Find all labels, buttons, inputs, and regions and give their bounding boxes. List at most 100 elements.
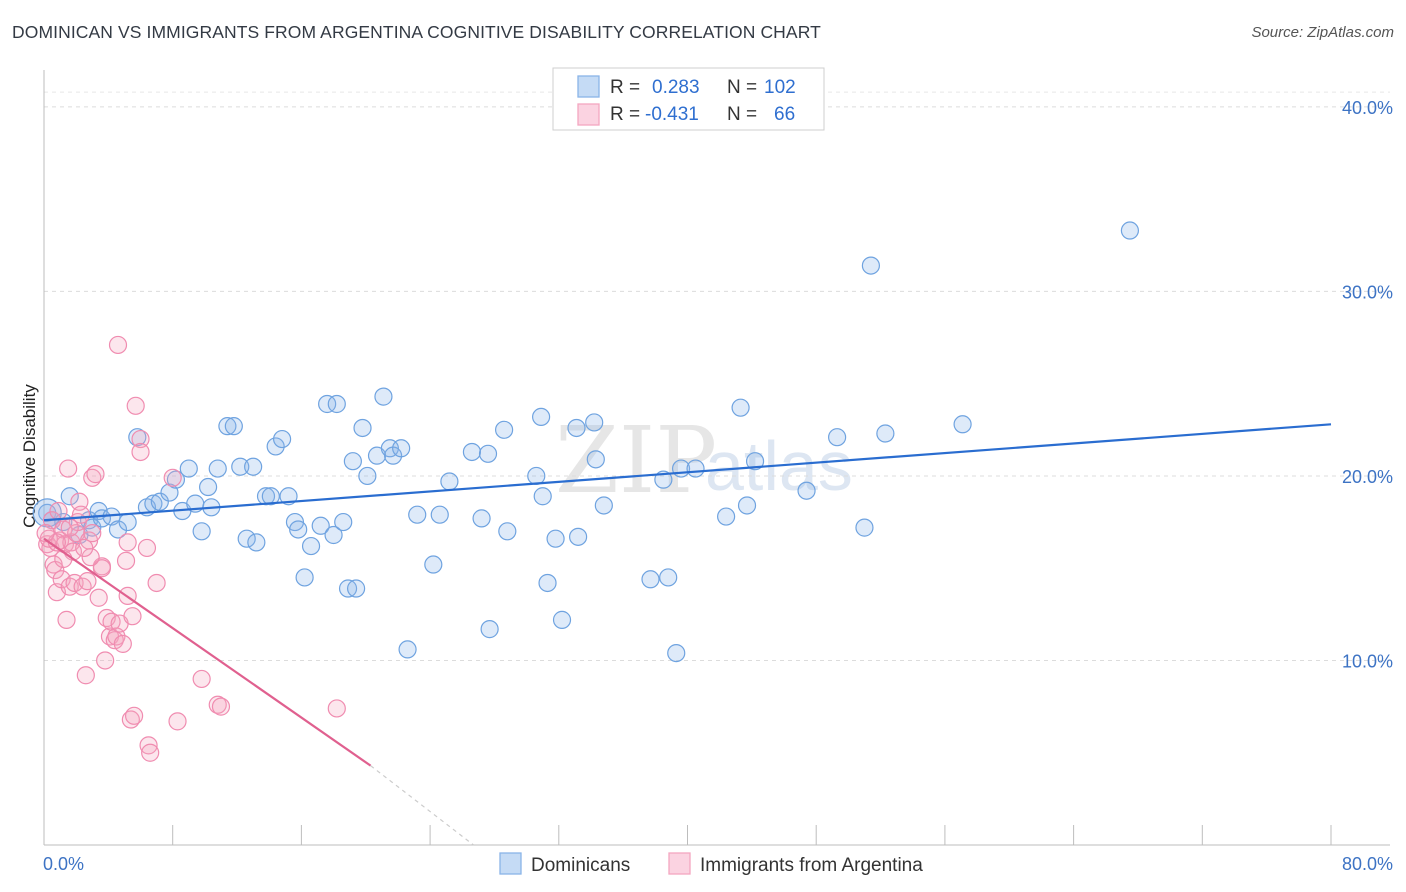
- dominicans-point-75: [586, 450, 605, 469]
- dominicans-point-28: [237, 529, 256, 548]
- argentina-point-37: [116, 551, 136, 570]
- dominicans-point-32: [261, 487, 280, 506]
- dominicans-point-57: [424, 555, 443, 574]
- argentina-point-62: [60, 518, 79, 537]
- dominicans-point-66: [527, 466, 546, 486]
- y-tick-label-0: 10.0%: [1342, 651, 1393, 671]
- trend-lines: [43, 423, 1332, 846]
- dominicans-point-48: [353, 418, 372, 438]
- source-credit: Source: ZipAtlas.com: [1251, 24, 1394, 41]
- dominicans-point-43: [327, 394, 346, 414]
- dominicans-point-72: [567, 418, 586, 438]
- x-tick-label-min: 0.0%: [43, 854, 84, 874]
- dominicans-point-19: [179, 459, 198, 478]
- argentina-point-52: [192, 669, 211, 689]
- dominicans-point-92: [953, 415, 972, 434]
- dominicans-point-85: [737, 496, 757, 515]
- argentina-point-53: [208, 695, 227, 714]
- argentina-point-61: [49, 501, 68, 521]
- legend-n-label-1: N =: [727, 77, 757, 98]
- dominicans-point-38: [295, 568, 314, 587]
- dominicans-point-63: [480, 620, 499, 639]
- dominicans-point-67: [532, 407, 551, 427]
- dominicans-point-60: [462, 442, 482, 462]
- dominicans-point-82: [686, 459, 705, 478]
- argentina-point-48: [141, 743, 160, 762]
- dominicans-point-44: [334, 512, 353, 532]
- dominicans-point-86: [745, 452, 765, 471]
- argentina-point-25: [89, 588, 108, 607]
- argentina-point-63: [75, 538, 94, 558]
- argentina-point-39: [118, 533, 137, 552]
- argentina-point-11: [59, 459, 78, 478]
- legend-n-value-2: 66: [774, 104, 795, 125]
- argentina-point-51: [163, 468, 182, 487]
- dominicans-point-89: [855, 518, 874, 537]
- dominicans-point-17: [166, 470, 186, 489]
- bottom-legend-swatch-argentina: [668, 852, 691, 875]
- argentina-point-46: [137, 538, 157, 558]
- argentina-point-47: [139, 736, 158, 755]
- dominicans-point-93: [1120, 221, 1140, 240]
- argentina-point-41: [123, 607, 142, 626]
- dominicans-point-90: [861, 256, 880, 275]
- argentina-point-59: [71, 505, 91, 524]
- dominicans-point-51: [374, 387, 393, 406]
- dominicans-point-33: [266, 437, 285, 456]
- argentina-point-24: [86, 465, 105, 484]
- dominicans-point-56: [408, 505, 427, 524]
- argentina-point-10: [57, 610, 76, 629]
- tick-labels: 10.0% 20.0% 30.0% 40.0% 0.0% 80.0%: [43, 98, 1393, 874]
- dominicans-point-68: [533, 487, 552, 506]
- dominicans-point-46: [346, 579, 366, 598]
- dominicans-point-37: [289, 520, 308, 539]
- argentina-point-19: [76, 666, 95, 685]
- dominicans-point-34: [272, 429, 292, 449]
- dominicans-point-58: [430, 505, 449, 524]
- argentina-point-54: [211, 697, 231, 716]
- argentina-point-34: [108, 335, 128, 355]
- argentina-point-22: [83, 524, 102, 543]
- dominicans-point-77: [641, 570, 660, 589]
- y-tick-label-2: 30.0%: [1342, 282, 1393, 302]
- dominicans-point-87: [797, 481, 816, 500]
- dominicans-point-30: [247, 533, 266, 552]
- argentina-point-44: [131, 429, 150, 449]
- legend-swatch-dominicans: [577, 75, 600, 98]
- dominicans-point-47: [343, 452, 362, 471]
- dominicans-point-25: [218, 417, 237, 436]
- dominicans-point-70: [546, 529, 565, 548]
- argentina-point-18: [73, 577, 92, 596]
- argentina-point-55: [327, 699, 346, 718]
- chart-title: DOMINICAN VS IMMIGRANTS FROM ARGENTINA C…: [12, 22, 821, 42]
- dominicans-point-27: [231, 457, 250, 476]
- dominicans-point-83: [717, 507, 736, 526]
- argentina-point-20: [78, 572, 97, 591]
- argentina-point-60: [81, 548, 100, 567]
- argentina-point-50: [168, 712, 187, 731]
- legend-n-value-1: 102: [764, 77, 796, 98]
- legend-r-value-1: 0.283: [652, 77, 700, 98]
- bottom-legend: Dominicans Immigrants from Argentina: [499, 852, 923, 876]
- dominicans-point-26: [224, 417, 243, 436]
- dominicans-point-10: [108, 520, 128, 539]
- bottom-legend-label-dominicans: Dominicans: [531, 855, 630, 876]
- dominicans-point-40: [311, 516, 330, 535]
- series-argentina-points: [36, 335, 346, 762]
- dominicans-point-22: [198, 477, 218, 497]
- trend-line-argentina-extension: [370, 765, 474, 846]
- dominicans-point-39: [301, 536, 321, 556]
- trend-line-dominicans: [43, 423, 1332, 522]
- series-dominicans-points: [32, 221, 1140, 663]
- legend-r-label-2: R =: [610, 104, 640, 125]
- bottom-legend-swatch-dominicans: [499, 852, 522, 875]
- dominicans-point-80: [667, 643, 686, 663]
- legend-r-value-2: -0.431: [645, 104, 699, 125]
- dominicans-point-73: [569, 527, 588, 546]
- dominicans-point-62: [478, 444, 498, 463]
- dominicans-point-61: [472, 509, 491, 528]
- dominicans-point-59: [440, 472, 459, 491]
- dominicans-point-24: [208, 459, 227, 478]
- grid-lines: [44, 91, 1390, 661]
